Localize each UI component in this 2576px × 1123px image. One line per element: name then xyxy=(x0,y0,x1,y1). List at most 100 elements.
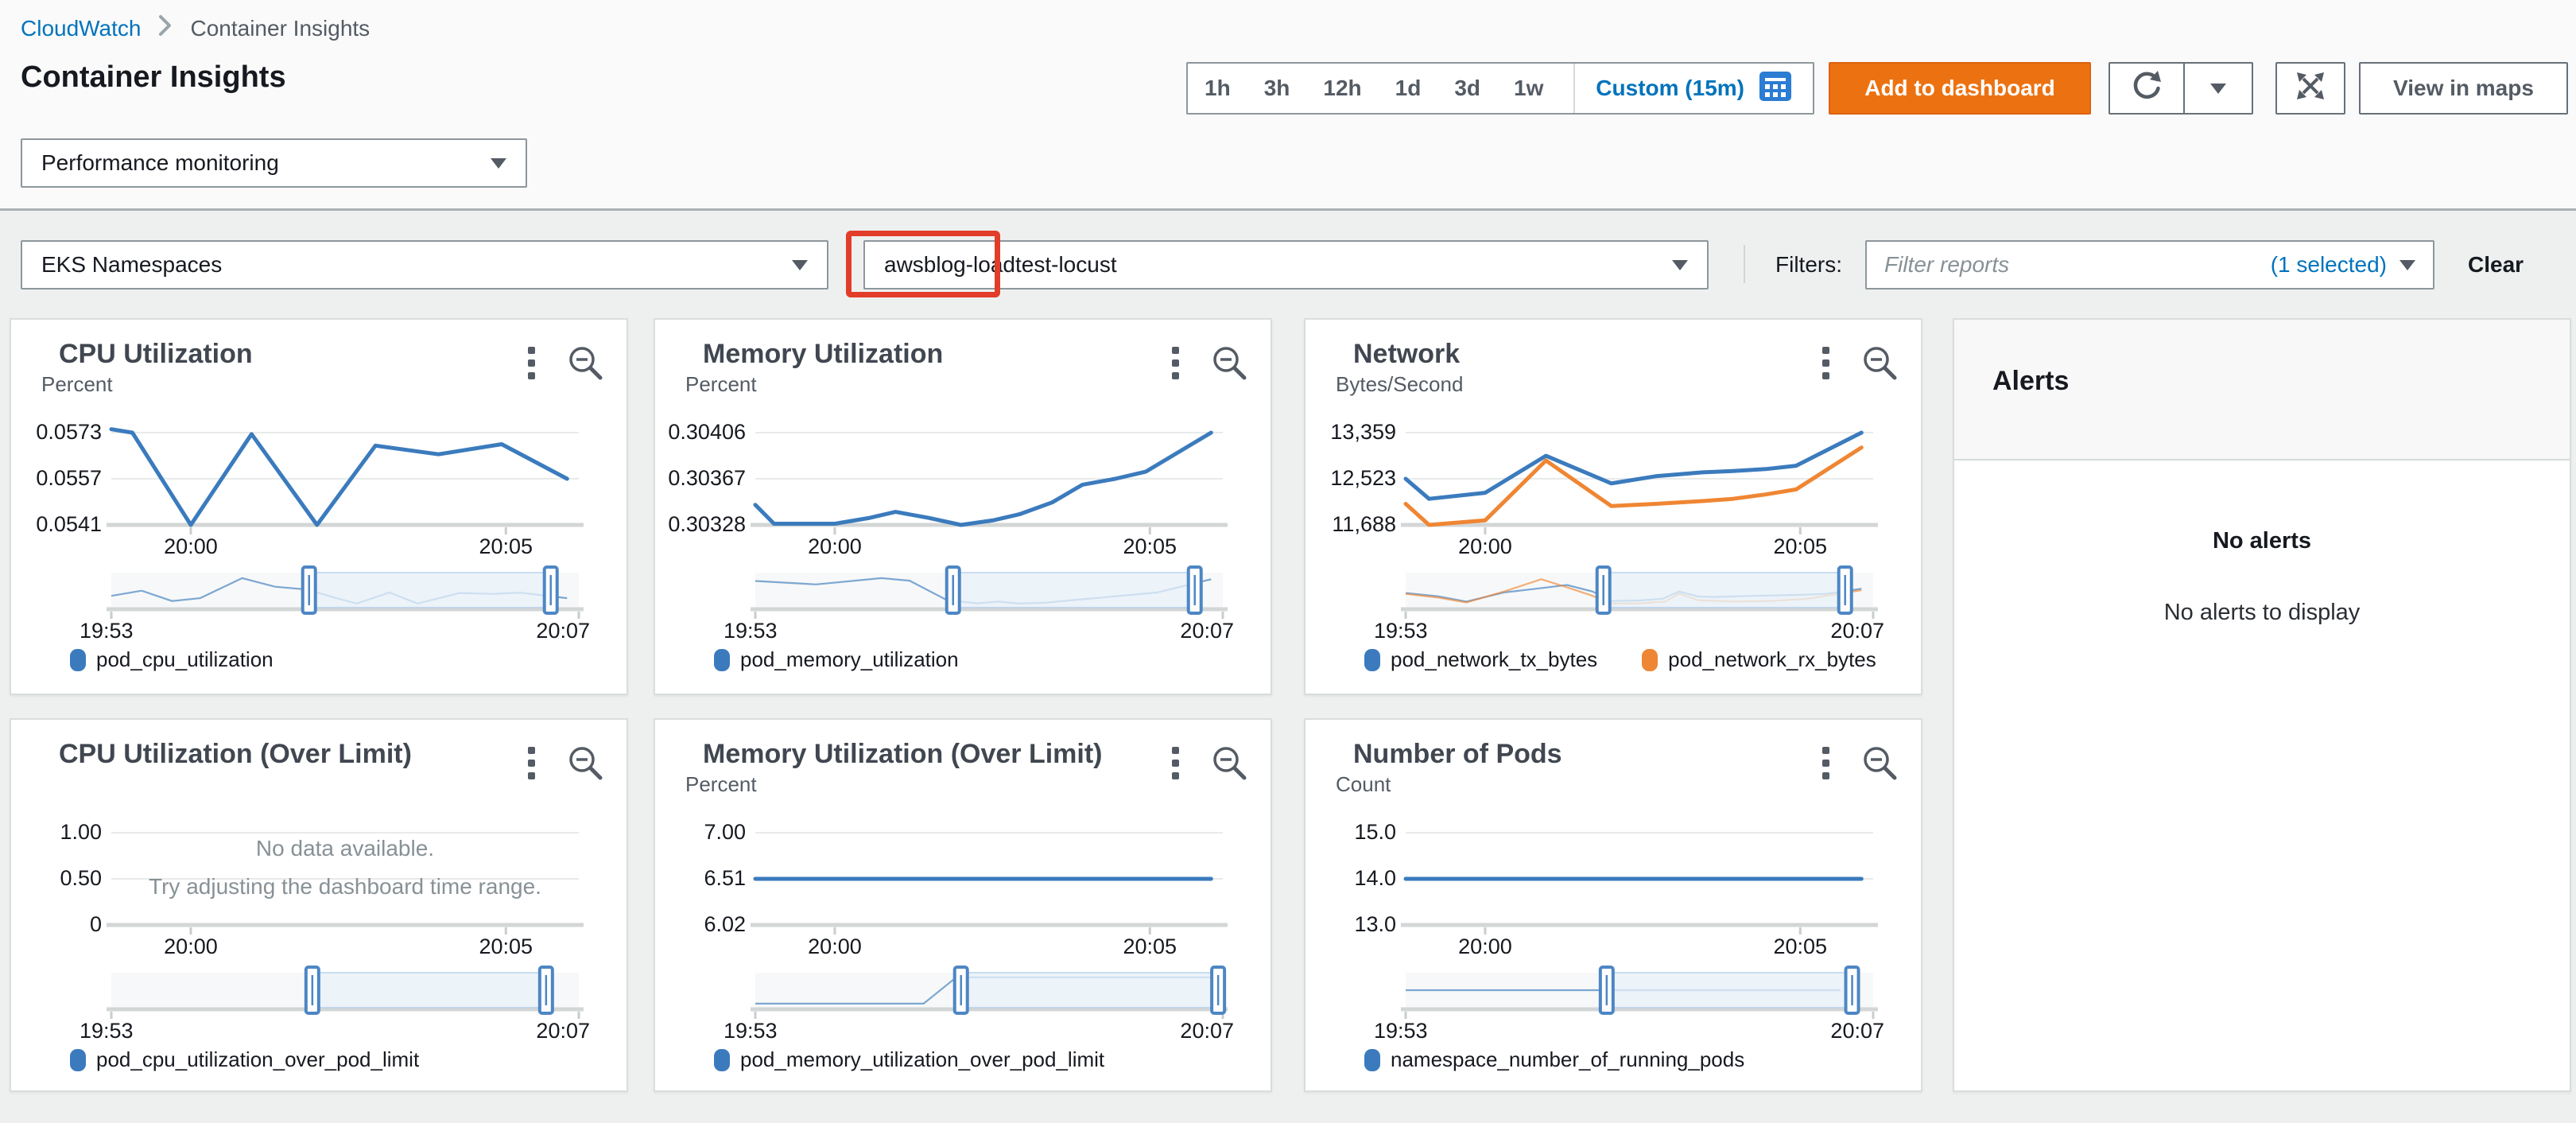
brush-selection[interactable] xyxy=(952,572,1196,608)
refresh-button[interactable] xyxy=(2109,62,2185,115)
y-axis-tick-label: 0.0541 xyxy=(36,512,102,536)
legend-label: pod_memory_utilization xyxy=(740,647,959,671)
brush-selection[interactable] xyxy=(960,972,1220,1008)
time-range-group: 1h 3h 12h 1d 3d 1w Custom (15m) xyxy=(1186,62,1814,115)
chart-card-number-of-pods: Number of Pods Count 15.0 14.0 13.0 20:00 20:0… xyxy=(1304,718,1922,1092)
legend-item[interactable]: pod_memory_utilization_over_pod_limit xyxy=(714,1047,1104,1072)
expand-button[interactable] xyxy=(2275,62,2345,115)
add-to-dashboard-label: Add to dashboard xyxy=(1864,76,2055,100)
add-to-dashboard-button[interactable]: Add to dashboard xyxy=(1829,62,2091,115)
timeline-end-label: 20:07 xyxy=(1830,1019,1884,1043)
time-range-1h-button[interactable]: 1h xyxy=(1205,76,1231,100)
calendar-icon xyxy=(1759,69,1792,108)
brush-selection[interactable] xyxy=(1605,972,1853,1008)
legend-label: pod_cpu_utilization_over_pod_limit xyxy=(96,1047,420,1071)
alerts-panel: Alerts No alerts No alerts to display xyxy=(1953,318,2571,1092)
refresh-options-button[interactable] xyxy=(2183,62,2253,115)
brush-selection[interactable] xyxy=(1602,572,1846,608)
custom-time-range-label: Custom (15m) xyxy=(1596,76,1744,100)
breadcrumb-cloudwatch-link[interactable]: CloudWatch xyxy=(21,15,142,41)
y-axis-tick-label: 7.00 xyxy=(704,820,746,844)
timeline-start-label: 19:53 xyxy=(1374,619,1428,643)
kebab-menu-icon[interactable] xyxy=(528,347,536,380)
chart-actions xyxy=(1822,345,1899,382)
zoom-out-icon[interactable] xyxy=(1212,745,1248,782)
x-axis-tick-label: 20:00 xyxy=(808,534,862,558)
zoom-out-icon[interactable] xyxy=(1212,345,1248,382)
legend-label: pod_cpu_utilization xyxy=(96,647,274,671)
legend-item[interactable]: pod_cpu_utilization_over_pod_limit xyxy=(70,1047,419,1072)
time-range-3h-button[interactable]: 3h xyxy=(1263,76,1290,100)
legend-item[interactable]: pod_network_rx_bytes xyxy=(1642,647,1876,672)
chart-legend: pod_cpu_utilization xyxy=(70,647,274,672)
zoom-out-icon[interactable] xyxy=(568,345,604,382)
time-range-3d-button[interactable]: 3d xyxy=(1454,76,1480,100)
namespace-value: awsblog-loadtest-locust xyxy=(884,252,1117,277)
kebab-menu-icon[interactable] xyxy=(1822,747,1830,780)
y-axis-tick-label: 0.50 xyxy=(60,865,102,890)
chart-legend: namespace_number_of_running_pods xyxy=(1364,1047,1744,1072)
legend-swatch xyxy=(714,1048,730,1071)
legend-swatch xyxy=(70,648,86,671)
legend-label: pod_network_tx_bytes xyxy=(1391,647,1598,671)
clear-filters-button[interactable]: Clear xyxy=(2468,252,2524,277)
brush-selection[interactable] xyxy=(311,972,547,1008)
legend-item[interactable]: pod_network_tx_bytes xyxy=(1364,647,1597,672)
legend-swatch xyxy=(1642,648,1658,671)
time-range-1w-button[interactable]: 1w xyxy=(1514,76,1544,100)
kebab-menu-icon[interactable] xyxy=(1822,347,1830,380)
zoom-out-icon[interactable] xyxy=(1862,745,1899,782)
y-axis-tick-label: 11,688 xyxy=(1332,512,1396,536)
chart-title: Network xyxy=(1353,339,1461,369)
expand-icon xyxy=(2293,68,2328,109)
no-data-hint: Try adjusting the dashboard time range. xyxy=(149,874,541,899)
time-range-1d-button[interactable]: 1d xyxy=(1395,76,1422,100)
y-axis-tick-label: 13,359 xyxy=(1330,420,1396,444)
chart-actions xyxy=(528,345,604,382)
y-axis-tick-label: 6.02 xyxy=(704,912,746,936)
axis-unit-label: Percent xyxy=(41,372,113,396)
zoom-out-icon[interactable] xyxy=(568,745,604,782)
time-range-12h-button[interactable]: 12h xyxy=(1323,76,1362,100)
chart-actions xyxy=(1172,745,1248,782)
zoom-out-icon[interactable] xyxy=(1862,345,1899,382)
filter-reports-input[interactable]: Filter reports (1 selected) xyxy=(1865,240,2434,289)
kebab-menu-icon[interactable] xyxy=(1172,747,1180,780)
view-in-maps-button[interactable]: View in maps xyxy=(2359,62,2568,115)
breadcrumb-chevron-icon xyxy=(157,13,174,44)
x-axis-tick-label: 20:00 xyxy=(1458,534,1512,558)
legend-item[interactable]: pod_memory_utilization xyxy=(714,647,959,672)
x-axis-tick-label: 20:00 xyxy=(164,534,218,558)
timeline-end-label: 20:07 xyxy=(1180,1019,1234,1043)
y-axis-tick-label: 15.0 xyxy=(1354,819,1396,844)
chart-card-network: Network Bytes/Second 13,359 12,523 11,688 20:… xyxy=(1304,318,1922,695)
namespace-dropdown[interactable]: awsblog-loadtest-locust xyxy=(863,240,1709,289)
page-title: Container Insights xyxy=(21,60,286,94)
x-axis-tick-label: 20:05 xyxy=(1123,935,1177,958)
chart-title: Memory Utilization (Over Limit) xyxy=(703,739,1103,769)
chevron-down-icon xyxy=(2399,259,2415,270)
legend-label: pod_network_rx_bytes xyxy=(1668,647,1876,671)
namespace-type-dropdown[interactable]: EKS Namespaces xyxy=(21,240,828,289)
legend-item[interactable]: namespace_number_of_running_pods xyxy=(1364,1047,1744,1072)
timeline-end-label: 20:07 xyxy=(536,619,590,643)
custom-time-range-button[interactable]: Custom (15m) xyxy=(1573,64,1813,113)
y-axis-tick-label: 13.0 xyxy=(1354,912,1396,936)
y-axis-tick-label: 0.30367 xyxy=(668,466,746,490)
view-selector-dropdown[interactable]: Performance monitoring xyxy=(21,138,527,188)
alerts-empty-title: No alerts xyxy=(2212,528,2312,554)
kebab-menu-icon[interactable] xyxy=(528,747,536,780)
legend-item[interactable]: pod_cpu_utilization xyxy=(70,647,274,672)
y-axis-tick-label: 0.0573 xyxy=(36,420,102,444)
view-in-maps-label: View in maps xyxy=(2393,76,2534,100)
chevron-down-icon xyxy=(792,259,808,270)
kebab-menu-icon[interactable] xyxy=(1172,347,1180,380)
alerts-empty-message: No alerts to display xyxy=(2163,600,2361,625)
brush-selection[interactable] xyxy=(308,572,552,608)
x-axis-tick-label: 20:00 xyxy=(1458,935,1512,958)
timeline-end-label: 20:07 xyxy=(1180,619,1234,643)
timeline-start-label: 19:53 xyxy=(80,619,134,643)
timeline-start-label: 19:53 xyxy=(724,619,778,643)
x-axis-tick-label: 20:05 xyxy=(479,534,533,558)
y-axis-tick-label: 0.30328 xyxy=(668,512,746,536)
